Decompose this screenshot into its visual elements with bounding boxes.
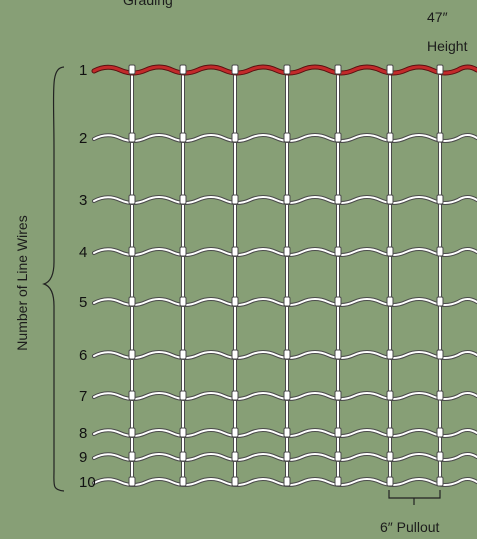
line-wire-number: 3: [79, 192, 87, 209]
fixed-knot: [334, 132, 342, 143]
fixed-knot: [436, 390, 444, 401]
fixed-knot: [386, 476, 394, 487]
fixed-knot: [179, 427, 187, 438]
fixed-knot: [231, 64, 239, 75]
fixed-knot: [179, 296, 187, 307]
fixed-knot: [436, 451, 444, 462]
fixed-knot: [231, 390, 239, 401]
fixed-knot: [386, 132, 394, 143]
fixed-knot: [283, 451, 291, 462]
fixed-knot: [128, 476, 136, 487]
fixed-knot: [179, 246, 187, 257]
height-word-label: Height: [427, 38, 468, 54]
fixed-knot: [231, 349, 239, 360]
fixed-knot: [283, 476, 291, 487]
wire-knots: [128, 64, 444, 487]
fixed-knot: [386, 296, 394, 307]
fixed-knot: [386, 194, 394, 205]
fixed-knot: [334, 194, 342, 205]
fixed-knot: [231, 476, 239, 487]
fixed-knot: [334, 390, 342, 401]
fixed-knot: [231, 132, 239, 143]
fixed-knot: [128, 390, 136, 401]
fixed-knot: [283, 132, 291, 143]
fixed-knot: [334, 451, 342, 462]
fixed-knot: [231, 296, 239, 307]
fixed-knot: [231, 246, 239, 257]
fixed-knot: [231, 451, 239, 462]
title-partial: Grading: [123, 0, 173, 8]
fixed-knot: [334, 476, 342, 487]
fixed-knot: [436, 194, 444, 205]
pullout-bracket: [388, 490, 441, 505]
line-wire-number: 2: [79, 130, 87, 147]
line-wire-number: 9: [79, 449, 87, 466]
pullout-label: 6″ Pullout: [380, 519, 440, 535]
line-wires-axis-label: Number of Line Wires: [14, 215, 30, 350]
fixed-knot: [128, 132, 136, 143]
fixed-knot: [283, 64, 291, 75]
fixed-knot: [128, 296, 136, 307]
vertical-stay-wires: [130, 70, 442, 482]
fixed-knot: [231, 427, 239, 438]
line-wire-number: 5: [79, 294, 87, 311]
fixed-knot: [436, 349, 444, 360]
fixed-knot: [386, 451, 394, 462]
fixed-knot: [436, 296, 444, 307]
fixed-knot: [334, 427, 342, 438]
fixed-knot: [128, 64, 136, 75]
line-wire-number: 8: [79, 425, 87, 442]
height-value-label: 47″: [427, 9, 448, 25]
fixed-knot: [179, 476, 187, 487]
fixed-knot: [128, 451, 136, 462]
fixed-knot: [283, 246, 291, 257]
line-wire-number: 6: [79, 347, 87, 364]
fixed-knot: [179, 451, 187, 462]
fixed-knot: [179, 132, 187, 143]
fixed-knot: [334, 246, 342, 257]
fixed-knot: [436, 132, 444, 143]
fixed-knot: [386, 246, 394, 257]
fixed-knot: [283, 296, 291, 307]
line-wire-number: 10: [79, 474, 96, 491]
fixed-knot: [436, 64, 444, 75]
line-wire-number: 1: [79, 62, 87, 79]
fixed-knot: [179, 64, 187, 75]
fixed-knot: [386, 64, 394, 75]
fixed-knot: [386, 390, 394, 401]
line-wire-number: 4: [79, 244, 87, 261]
fixed-knot: [128, 349, 136, 360]
line-wire-number: 7: [79, 388, 87, 405]
fixed-knot: [179, 390, 187, 401]
fixed-knot: [179, 349, 187, 360]
fixed-knot: [231, 194, 239, 205]
fixed-knot: [334, 64, 342, 75]
fixed-knot: [386, 349, 394, 360]
line-wire-numbers: 1 2 3 4 5 6 7 8 9 10: [79, 62, 96, 491]
fixed-knot: [334, 296, 342, 307]
fixed-knot: [128, 427, 136, 438]
fixed-knot: [334, 349, 342, 360]
fixed-knot: [283, 427, 291, 438]
fixed-knot: [386, 427, 394, 438]
fixed-knot: [283, 194, 291, 205]
fixed-knot: [128, 194, 136, 205]
fixed-knot: [179, 194, 187, 205]
fixed-knot: [283, 349, 291, 360]
fixed-knot: [436, 246, 444, 257]
fixed-knot: [436, 476, 444, 487]
fixed-knot: [436, 427, 444, 438]
line-wires-brace: [42, 66, 65, 492]
fixed-knot: [128, 246, 136, 257]
fixed-knot: [283, 390, 291, 401]
